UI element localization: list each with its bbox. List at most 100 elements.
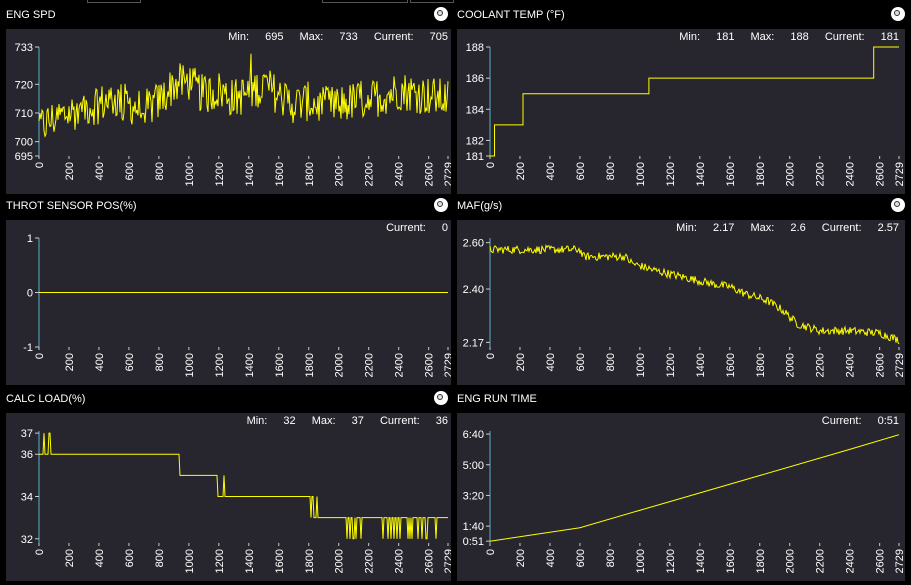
min-stat: Min: 32 bbox=[247, 415, 296, 427]
x-tick-label: 1200 bbox=[665, 162, 677, 186]
max-label: Max: bbox=[299, 31, 324, 43]
x-tick-label: 1400 bbox=[695, 162, 707, 186]
plot-area: 2.17 2.40 2.60 0 200 400 600 800 1000 1200 1400 160… bbox=[457, 220, 905, 385]
chart-panel-throt-sensor-pos: THROT SENSOR POS(%) -1 0 1 0 200 400 600 800 100… bbox=[0, 194, 454, 387]
x-tick-label: 600 bbox=[124, 162, 136, 180]
max-stat: Max: 2.6 bbox=[751, 222, 806, 234]
y-tick-label: 700 bbox=[15, 137, 33, 149]
chart-panel-eng-spd: ENG SPD 695 700 710 720 733 0 200 400 600 800 1000… bbox=[0, 3, 454, 196]
x-tick-label: 2729 bbox=[443, 549, 454, 573]
record-icon[interactable] bbox=[891, 7, 905, 21]
max-stat: Max: 733 bbox=[300, 31, 358, 43]
current-stat: Current: 181 bbox=[825, 31, 899, 43]
stats-bar: Min: 695 Max: 733 Current: 705 bbox=[228, 31, 448, 43]
panel-title: THROT SENSOR POS(%) bbox=[6, 200, 137, 212]
x-tick-label: 800 bbox=[605, 162, 617, 180]
x-tick-label: 800 bbox=[154, 549, 166, 567]
x-tick-label: 2729 bbox=[894, 353, 905, 377]
x-tick-label: 800 bbox=[154, 353, 166, 371]
x-tick-label: 2600 bbox=[424, 353, 436, 377]
y-tick-label: 36 bbox=[21, 449, 33, 461]
max-label: Max: bbox=[750, 31, 775, 43]
x-tick-label: 1400 bbox=[695, 353, 707, 377]
min-stat: Min: 695 bbox=[228, 31, 283, 43]
x-tick-label: 1600 bbox=[725, 549, 737, 573]
max-value: 37 bbox=[351, 415, 364, 427]
x-tick-label: 2600 bbox=[424, 549, 436, 573]
x-tick-label: 0 bbox=[485, 353, 497, 359]
chart-panel-maf: MAF(g/s) 2.17 2.40 2.60 0 200 400 600 800 1000 12… bbox=[451, 194, 911, 387]
current-value: 36 bbox=[435, 415, 448, 427]
y-tick-label: 710 bbox=[15, 108, 33, 120]
top-tab-1 bbox=[87, 0, 141, 3]
x-tick-label: 2400 bbox=[394, 549, 406, 573]
min-label: Min: bbox=[676, 222, 697, 234]
x-tick-label: 2000 bbox=[334, 162, 346, 186]
chart-svg: 32 34 36 37 0 200 400 600 800 1000 1200 1400 1600 180… bbox=[21, 428, 454, 573]
y-tick-label: 0:51 bbox=[463, 536, 484, 548]
plot-area: 181 182 184 186 188 0 200 400 600 800 1000 1200 1400… bbox=[457, 29, 905, 194]
x-tick-label: 2200 bbox=[815, 162, 827, 186]
x-tick-label: 2729 bbox=[894, 549, 905, 573]
x-tick-label: 2600 bbox=[875, 549, 887, 573]
x-tick-label: 800 bbox=[154, 162, 166, 180]
x-tick-label: 200 bbox=[515, 353, 527, 371]
chart-svg: 181 182 184 186 188 0 200 400 600 800 1000 1200 1400… bbox=[466, 42, 905, 186]
record-icon[interactable] bbox=[434, 7, 448, 21]
x-tick-label: 0 bbox=[34, 353, 46, 359]
x-tick-label: 1800 bbox=[755, 549, 767, 573]
current-value: 705 bbox=[429, 31, 448, 43]
x-tick-label: 1000 bbox=[635, 549, 647, 573]
y-tick-label: 3:20 bbox=[463, 490, 484, 502]
x-tick-label: 600 bbox=[575, 162, 587, 180]
plot-area: 32 34 36 37 0 200 400 600 800 1000 1200 1400 1600 180… bbox=[6, 413, 454, 581]
y-tick-label: 37 bbox=[21, 428, 33, 440]
record-icon[interactable] bbox=[434, 391, 448, 405]
x-tick-label: 200 bbox=[64, 549, 76, 567]
x-tick-label: 800 bbox=[605, 353, 617, 371]
x-tick-label: 600 bbox=[124, 353, 136, 371]
x-tick-label: 2200 bbox=[364, 549, 376, 573]
stats-bar: Min: 32 Max: 37 Current: 36 bbox=[247, 415, 448, 427]
record-icon[interactable] bbox=[891, 198, 905, 212]
x-tick-label: 200 bbox=[515, 549, 527, 567]
x-tick-label: 600 bbox=[575, 549, 587, 567]
x-tick-label: 2200 bbox=[364, 353, 376, 377]
x-tick-label: 2000 bbox=[785, 549, 797, 573]
x-tick-label: 2600 bbox=[875, 162, 887, 186]
x-tick-label: 2400 bbox=[845, 162, 857, 186]
x-tick-label: 400 bbox=[94, 353, 106, 371]
x-tick-label: 1400 bbox=[244, 353, 256, 377]
series-line bbox=[39, 432, 448, 540]
current-value: 181 bbox=[880, 31, 899, 43]
x-tick-label: 1200 bbox=[214, 549, 226, 573]
x-tick-label: 1200 bbox=[214, 162, 226, 186]
y-tick-label: 1 bbox=[27, 233, 33, 245]
x-tick-label: 2400 bbox=[394, 353, 406, 377]
x-tick-label: 2729 bbox=[443, 162, 454, 186]
y-tick-label: 695 bbox=[15, 151, 33, 163]
x-tick-label: 1800 bbox=[304, 549, 316, 573]
x-tick-label: 2400 bbox=[394, 162, 406, 186]
min-stat: Min: 2.17 bbox=[676, 222, 734, 234]
current-label: Current: bbox=[821, 222, 862, 234]
current-label: Current: bbox=[373, 31, 414, 43]
y-tick-label: 184 bbox=[466, 104, 484, 116]
current-value: 0 bbox=[441, 222, 448, 234]
min-label: Min: bbox=[679, 31, 701, 43]
current-stat: Current: 705 bbox=[374, 31, 448, 43]
current-label: Current: bbox=[824, 31, 865, 43]
x-tick-label: 0 bbox=[485, 549, 497, 555]
y-tick-label: -1 bbox=[23, 342, 33, 354]
x-tick-label: 1400 bbox=[244, 549, 256, 573]
x-tick-label: 0 bbox=[34, 162, 46, 168]
stats-bar: Min: 181 Max: 188 Current: 181 bbox=[679, 31, 899, 43]
x-tick-label: 400 bbox=[545, 162, 557, 180]
series-line bbox=[489, 244, 900, 345]
x-tick-label: 400 bbox=[94, 549, 106, 567]
x-tick-label: 2000 bbox=[334, 353, 346, 377]
stats-bar: Current: 0 bbox=[386, 222, 448, 234]
record-icon[interactable] bbox=[434, 198, 448, 212]
x-tick-label: 1400 bbox=[695, 549, 707, 573]
min-label: Min: bbox=[246, 415, 268, 427]
